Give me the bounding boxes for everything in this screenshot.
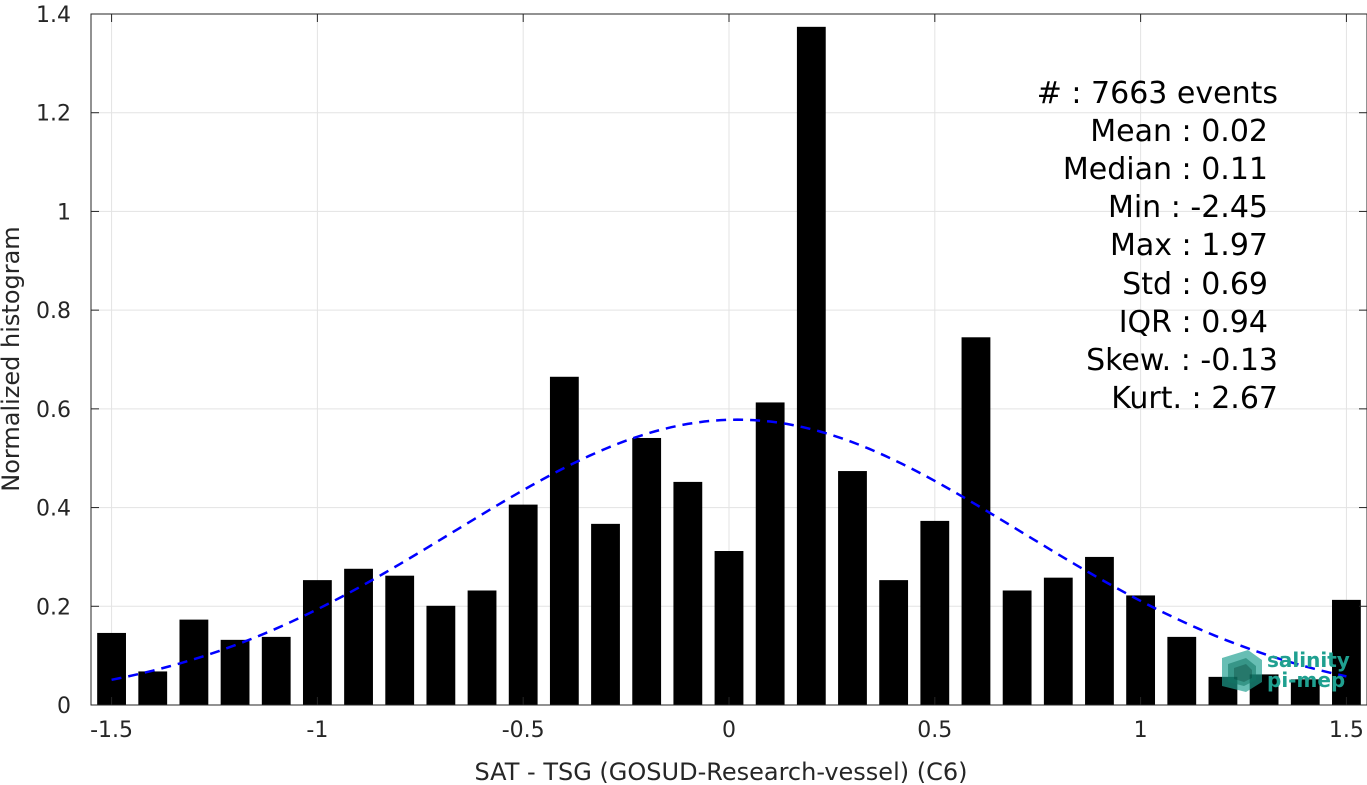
stat-iqr: IQR : 0.94 bbox=[1119, 305, 1268, 340]
x-tick-label: -1 bbox=[306, 718, 328, 743]
y-tick-labels: 0 0.2 0.4 0.6 0.8 1 1.2 1.4 bbox=[36, 3, 71, 719]
histogram-bar bbox=[1290, 679, 1320, 705]
histogram-bar bbox=[961, 337, 991, 705]
histogram-bar bbox=[1002, 590, 1032, 705]
histogram-bar bbox=[632, 437, 662, 705]
histogram-bar bbox=[755, 402, 785, 705]
histogram-bar bbox=[97, 632, 126, 705]
stat-std: Std : 0.69 bbox=[1122, 267, 1268, 302]
normal-fit-line bbox=[111, 418, 1347, 682]
salinity-pimep-logo: salinity pi-mep bbox=[1222, 648, 1350, 692]
axes-box bbox=[90, 13, 1367, 706]
histogram-bar bbox=[344, 568, 373, 705]
stat-max: Max : 1.97 bbox=[1110, 228, 1268, 263]
y-tick-label: 1 bbox=[57, 200, 71, 225]
x-tick-label: 1 bbox=[1134, 718, 1148, 743]
x-tick-label: -0.5 bbox=[502, 718, 545, 743]
histogram-bar bbox=[385, 575, 415, 705]
histogram-bar bbox=[1332, 599, 1361, 705]
logo-line2: pi-mep bbox=[1267, 668, 1345, 692]
y-tick-label: 0.8 bbox=[36, 299, 71, 324]
x-tick-label: 0 bbox=[722, 718, 736, 743]
normal-fit-curve bbox=[111, 418, 1347, 682]
histogram-bars bbox=[97, 26, 1361, 705]
y-tick-label: 0 bbox=[57, 694, 71, 719]
stat-min: Min : -2.45 bbox=[1108, 190, 1268, 225]
histogram-bar bbox=[920, 520, 950, 705]
histogram-bar bbox=[838, 471, 867, 705]
histogram-bar bbox=[714, 551, 744, 705]
stat-events: # : 7663 events bbox=[1037, 76, 1278, 111]
histogram-bar bbox=[426, 605, 456, 705]
stat-mean: Mean : 0.02 bbox=[1090, 114, 1268, 149]
histogram-bar bbox=[1085, 556, 1114, 705]
stat-kurt: Kurt. : 2.67 bbox=[1111, 381, 1278, 416]
histogram-bar bbox=[508, 504, 538, 705]
logo-mark-icon bbox=[1222, 650, 1262, 692]
histogram-bar bbox=[1043, 577, 1073, 705]
grid bbox=[91, 13, 1367, 706]
statistics-annotation: # : 7663 events Mean : 0.02 Median : 0.1… bbox=[1037, 76, 1278, 416]
y-tick-label: 0.4 bbox=[36, 497, 71, 522]
histogram-bar bbox=[302, 580, 332, 705]
histogram-bar bbox=[549, 376, 579, 705]
histogram-bar bbox=[879, 580, 909, 705]
logo-line1: salinity bbox=[1267, 648, 1350, 672]
histogram-bar bbox=[796, 26, 826, 705]
histogram-bar bbox=[220, 639, 250, 705]
x-tick-labels: -1.5 -1 -0.5 0 0.5 1 1.5 bbox=[90, 718, 1364, 743]
histogram-bar bbox=[138, 671, 168, 705]
histogram-bar bbox=[467, 590, 497, 705]
histogram-bar bbox=[1167, 636, 1197, 705]
y-tick-label: 0.6 bbox=[36, 398, 71, 423]
y-axis-label: Normalized histogram bbox=[0, 226, 25, 491]
x-tick-label: -1.5 bbox=[90, 718, 133, 743]
stat-skew: Skew. : -0.13 bbox=[1086, 343, 1278, 378]
y-tick-label: 1.2 bbox=[36, 102, 71, 127]
x-tick-label: 0.5 bbox=[917, 718, 952, 743]
y-tick-label: 1.4 bbox=[36, 3, 71, 28]
stat-median: Median : 0.11 bbox=[1063, 152, 1268, 187]
histogram-bar bbox=[261, 636, 291, 705]
x-tick-label: 1.5 bbox=[1329, 718, 1364, 743]
histogram-bar bbox=[673, 481, 703, 705]
y-tick-label: 0.2 bbox=[36, 595, 71, 620]
histogram-bar bbox=[591, 523, 620, 705]
x-axis-label: SAT - TSG (GOSUD-Research-vessel) (C6) bbox=[475, 758, 968, 785]
histogram-bar bbox=[1126, 595, 1156, 705]
